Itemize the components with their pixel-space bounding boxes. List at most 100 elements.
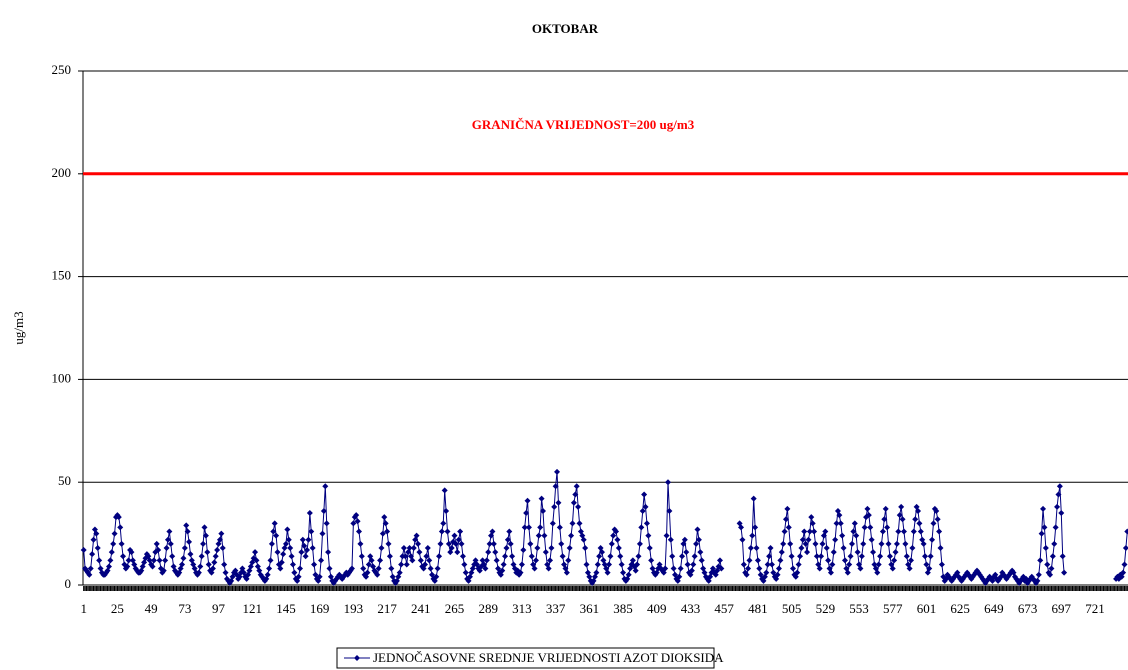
data-point (325, 549, 332, 556)
x-tick-mark (425, 586, 428, 591)
x-tick-mark (612, 586, 614, 591)
x-tick-mark (900, 586, 902, 591)
x-tick-mark (969, 586, 971, 591)
x-tick-mark (1112, 586, 1114, 591)
x-tick-mark (432, 586, 435, 591)
data-point (107, 557, 114, 564)
data-point (291, 569, 298, 576)
x-tick-mark (927, 586, 929, 591)
data-point (854, 549, 861, 556)
x-tick-mark (564, 586, 567, 591)
data-point (745, 565, 752, 572)
data-point (1044, 561, 1051, 568)
x-tick-mark (990, 586, 992, 591)
x-tick-mark (161, 586, 163, 591)
x-tick-mark (122, 586, 124, 591)
x-tick-mark (682, 586, 685, 591)
data-point (219, 544, 226, 551)
x-tick-mark (1039, 586, 1041, 591)
data-point (860, 540, 867, 547)
data-point (277, 565, 284, 572)
x-tick-mark (987, 586, 989, 591)
data-point (414, 540, 421, 547)
data-point (486, 540, 493, 547)
x-tick-mark (331, 586, 333, 591)
data-point (648, 557, 655, 564)
x-tick-mark (1125, 586, 1127, 591)
data-point (909, 544, 916, 551)
x-tick-mark (748, 586, 751, 591)
data-point (936, 528, 943, 535)
x-tick-mark (328, 586, 331, 591)
x-tick-mark (401, 586, 404, 591)
x-tick-mark (619, 586, 621, 591)
data-point (885, 540, 892, 547)
x-tick-mark (535, 586, 537, 591)
x-tick-mark (135, 586, 137, 591)
x-tick-mark (838, 586, 840, 591)
x-tick-mark (101, 586, 103, 591)
x-tick-mark (552, 586, 554, 591)
data-point (805, 536, 812, 543)
x-tick-mark (944, 586, 946, 591)
x-tick-mark (337, 586, 339, 591)
data-point (360, 565, 367, 572)
data-point (669, 553, 676, 560)
x-tick-mark (406, 586, 408, 591)
data-point (926, 565, 933, 572)
data-point (459, 553, 466, 560)
data-point (502, 553, 509, 560)
data-point (551, 503, 558, 510)
data-point (694, 526, 701, 533)
x-tick-mark (271, 586, 273, 591)
data-point (375, 565, 382, 572)
data-point (910, 528, 917, 535)
x-tick-mark (91, 586, 93, 591)
data-point (1047, 571, 1054, 578)
data-point (840, 544, 847, 551)
x-tick-mark (233, 586, 235, 591)
x-tick-mark (460, 586, 463, 591)
x-tick-mark (1076, 586, 1078, 591)
data-point (205, 561, 212, 568)
data-point (576, 520, 583, 527)
data-point (1121, 561, 1128, 568)
data-point (124, 563, 131, 570)
data-point (402, 553, 409, 560)
data-point (937, 544, 944, 551)
data-point (531, 565, 538, 572)
x-tick-mark (621, 586, 623, 591)
x-tick-mark (389, 586, 391, 591)
data-point (427, 565, 434, 572)
legend: JEDNOČASOVNE SREDNJE VRIJEDNOSTI AZOT DI… (336, 647, 724, 669)
x-tick-mark (1043, 586, 1046, 591)
x-tick-mark (1063, 586, 1065, 591)
x-tick-mark (716, 586, 718, 591)
data-point (280, 551, 287, 558)
x-tick-mark (321, 586, 324, 591)
x-tick-mark (279, 586, 281, 591)
x-tick-mark (281, 586, 283, 591)
x-tick-mark (1114, 586, 1116, 591)
x-tick-mark (744, 586, 746, 591)
x-tick-mark (904, 586, 906, 591)
data-point (865, 512, 872, 519)
x-tick-mark (188, 586, 190, 591)
data-point (93, 530, 100, 537)
x-tick-mark (545, 586, 547, 591)
data-point (833, 520, 840, 527)
data-point (295, 573, 302, 580)
data-point (818, 553, 825, 560)
x-tick-mark (805, 586, 807, 591)
x-tick-mark (319, 586, 321, 591)
x-tick-mark (1052, 586, 1054, 591)
x-tick-mark (581, 586, 583, 591)
x-tick-mark (261, 586, 263, 591)
x-tick-mark (762, 586, 765, 591)
x-tick-mark (899, 586, 901, 591)
data-point (179, 561, 186, 568)
x-tick-mark (883, 586, 885, 591)
x-tick-label: 337 (546, 601, 566, 616)
data-point (617, 553, 624, 560)
x-tick-mark (640, 586, 642, 591)
